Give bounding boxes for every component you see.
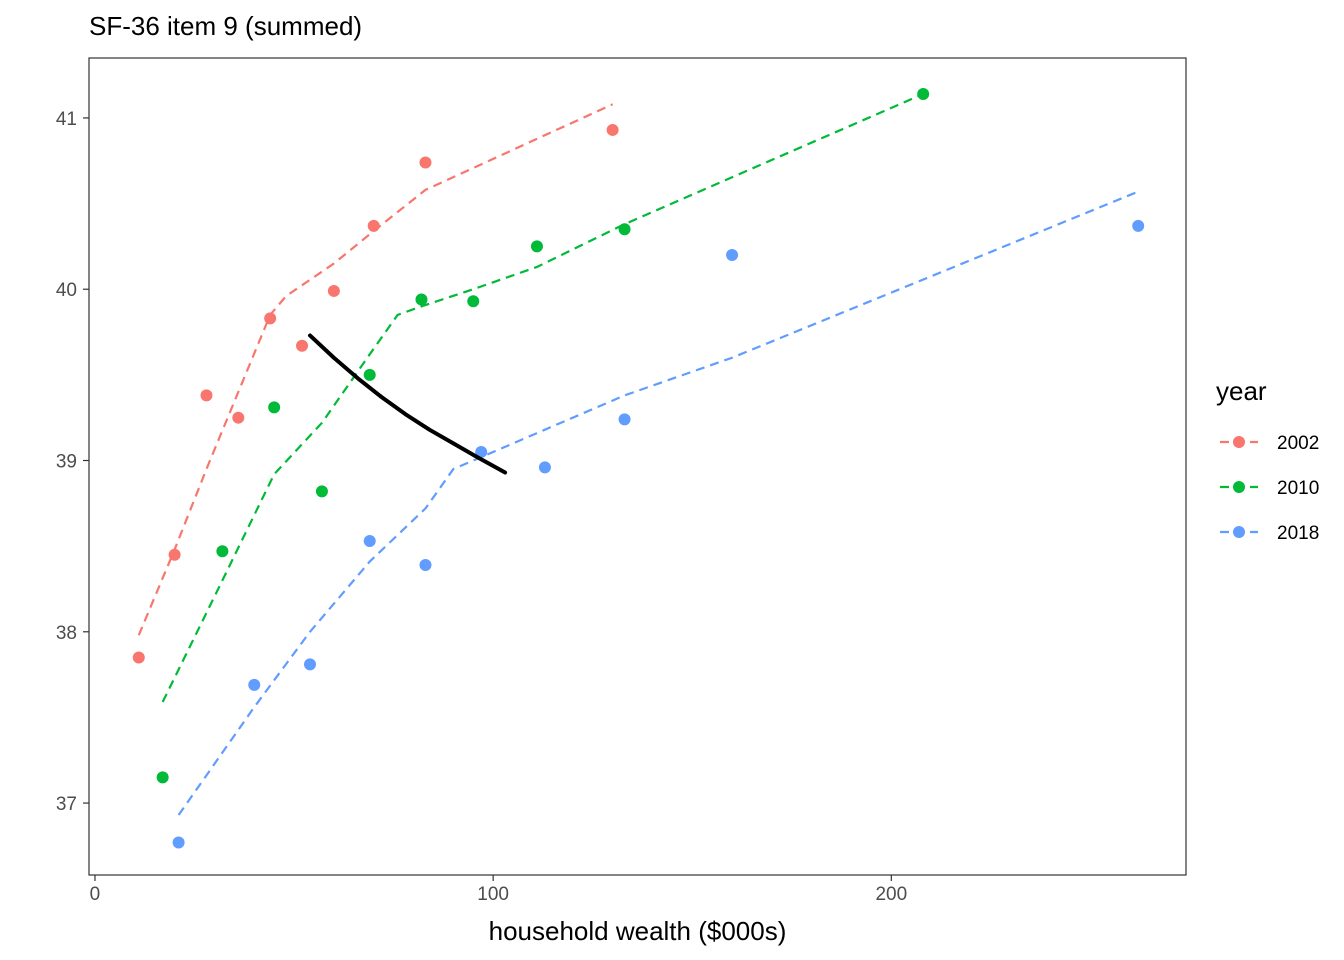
y-tick-label: 38	[56, 623, 77, 644]
data-point-2018	[363, 535, 376, 548]
data-point-2018	[538, 461, 551, 474]
data-point-2010	[216, 545, 229, 558]
legend-label-2018: 2018	[1277, 523, 1319, 544]
data-point-2002	[264, 312, 277, 325]
legend-key-point-2010	[1233, 481, 1245, 493]
legend: year 2002 2010 2018	[1216, 376, 1319, 544]
x-tick-label: 0	[90, 884, 101, 905]
data-point-2018	[248, 678, 261, 691]
data-point-2010	[268, 401, 281, 414]
data-point-2010	[618, 223, 631, 236]
x-axis-title: household wealth ($000s)	[489, 916, 787, 946]
trend-line-2002	[137, 103, 614, 636]
data-point-2018	[419, 558, 432, 571]
data-point-2018	[726, 248, 739, 261]
legend-key-point-2018	[1233, 526, 1245, 538]
data-point-2010	[467, 295, 480, 308]
data-point-2010	[156, 771, 169, 784]
data-point-2018	[172, 836, 185, 849]
data-point-2018	[1132, 219, 1145, 232]
trend-line-2010	[161, 92, 924, 703]
data-point-2002	[232, 411, 245, 424]
x-tick-label: 100	[477, 884, 509, 905]
legend-key-point-2002	[1233, 436, 1245, 448]
data-point-2002	[296, 339, 309, 352]
overlay-curve	[307, 333, 508, 475]
data-point-2002	[168, 548, 181, 561]
data-point-2018	[303, 658, 316, 671]
x-tick-label: 200	[875, 884, 907, 905]
data-point-2018	[475, 445, 488, 458]
data-point-2002	[132, 651, 145, 664]
y-tick-label: 41	[56, 109, 77, 130]
legend-label-2002: 2002	[1277, 433, 1319, 454]
legend-label-2010: 2010	[1277, 478, 1319, 499]
data-point-2002	[606, 123, 619, 136]
chart-title: SF-36 item 9 (summed)	[89, 11, 362, 41]
legend-title: year	[1216, 376, 1267, 406]
plot-panel	[88, 57, 1187, 876]
data-point-2018	[618, 413, 631, 426]
data-point-2002	[200, 389, 213, 402]
data-point-2010	[415, 293, 428, 306]
y-tick-label: 37	[56, 794, 77, 815]
trend-line-2018	[177, 190, 1139, 816]
y-tick-label: 39	[56, 452, 77, 473]
plot-layer	[132, 87, 1145, 849]
data-point-2002	[327, 284, 340, 297]
data-point-2010	[530, 240, 543, 253]
data-point-2002	[367, 219, 380, 232]
data-point-2010	[363, 368, 376, 381]
data-point-2010	[917, 87, 930, 100]
data-point-2002	[419, 156, 432, 169]
data-point-2010	[315, 485, 328, 498]
axes: 0 100 200 37 38 39 40 41	[56, 109, 907, 905]
y-tick-label: 40	[56, 280, 77, 301]
